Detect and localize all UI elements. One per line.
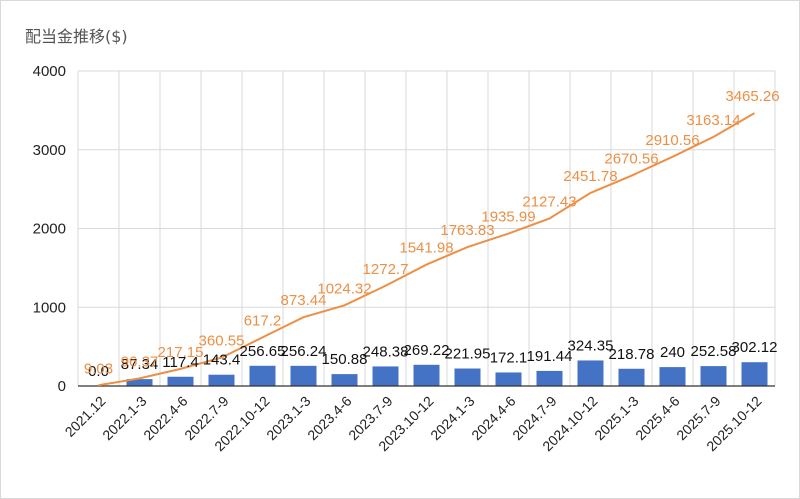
bar-4 bbox=[249, 365, 276, 386]
bar-6 bbox=[331, 374, 358, 386]
line-point-label-0: 9.03 bbox=[84, 360, 113, 377]
y-tick-label-2: 2000 bbox=[33, 221, 66, 238]
bar-5 bbox=[290, 365, 317, 386]
bar-value-label-5: 256.24 bbox=[281, 343, 327, 360]
bar-1 bbox=[126, 379, 153, 386]
bar-value-label-7: 248.38 bbox=[363, 343, 409, 360]
y-tick-label-4: 4000 bbox=[33, 63, 66, 80]
y-tick-label-0: 0 bbox=[58, 378, 66, 395]
bar-value-label-1: 87.34 bbox=[121, 356, 159, 373]
bar-9 bbox=[454, 368, 481, 386]
bar-value-label-4: 256.65 bbox=[240, 343, 286, 360]
bar-value-label-8: 269.22 bbox=[404, 342, 450, 359]
bar-3 bbox=[208, 374, 235, 386]
bar-value-label-13: 218.78 bbox=[609, 346, 655, 363]
bar-value-label-3: 143.4 bbox=[203, 352, 241, 369]
bar-10 bbox=[495, 372, 522, 386]
line-point-label-3: 360.55 bbox=[199, 333, 245, 350]
bar-8 bbox=[413, 364, 440, 386]
bar-11 bbox=[536, 370, 563, 386]
bar-value-label-0: 0.0 bbox=[88, 363, 109, 380]
bar-2 bbox=[167, 376, 194, 386]
x-tick-label-13: 2025.1-3 bbox=[591, 393, 642, 444]
line-point-label-4: 617.2 bbox=[244, 312, 282, 329]
bar-7 bbox=[372, 366, 399, 386]
y-tick-label-3: 3000 bbox=[33, 142, 66, 159]
x-tick-label-2: 2022.4-6 bbox=[140, 393, 191, 444]
bar-value-label-10: 172.1 bbox=[490, 349, 528, 366]
bar-value-label-2: 117.4 bbox=[162, 354, 198, 371]
bar-14 bbox=[659, 367, 686, 386]
bar-value-label-11: 191.44 bbox=[527, 348, 573, 365]
x-tick-label-9: 2024.1-3 bbox=[427, 393, 478, 444]
x-tick-label-10: 2024.4-6 bbox=[468, 393, 519, 444]
line-point-label-7: 1272.7 bbox=[363, 261, 409, 278]
line-point-label-15: 3163.14 bbox=[686, 112, 740, 129]
line-point-label-11: 2127.43 bbox=[522, 193, 576, 210]
bar-12 bbox=[577, 360, 604, 386]
cumulative-line bbox=[98, 112, 756, 387]
bar-16 bbox=[741, 362, 768, 386]
line-point-label-1: 96.37 bbox=[121, 353, 159, 370]
line-point-label-6: 1024.32 bbox=[317, 280, 371, 297]
y-tick-label-1: 1000 bbox=[33, 299, 66, 316]
bar-13 bbox=[618, 368, 645, 386]
line-point-label-16: 3465.26 bbox=[725, 88, 779, 105]
x-tick-label-5: 2023.1-3 bbox=[263, 393, 314, 444]
bar-15 bbox=[700, 366, 727, 386]
line-point-label-8: 1541.98 bbox=[399, 240, 453, 257]
line-point-label-9: 1763.83 bbox=[440, 222, 494, 239]
x-tick-label-6: 2023.4-6 bbox=[304, 393, 355, 444]
bar-value-label-9: 221.95 bbox=[445, 346, 491, 363]
x-tick-label-14: 2025.4-6 bbox=[632, 393, 683, 444]
line-point-label-5: 873.44 bbox=[281, 292, 327, 309]
x-tick-label-1: 2022.1-3 bbox=[99, 393, 150, 444]
bar-value-label-15: 252.58 bbox=[691, 343, 737, 360]
bar-value-label-12: 324.35 bbox=[568, 337, 614, 354]
line-point-label-12: 2451.78 bbox=[563, 168, 617, 185]
bar-value-label-16: 302.12 bbox=[732, 339, 778, 356]
line-point-label-2: 217.15 bbox=[158, 344, 204, 361]
bar-value-label-14: 240 bbox=[660, 344, 685, 361]
line-point-label-10: 1935.99 bbox=[481, 209, 535, 226]
line-point-label-14: 2910.56 bbox=[645, 132, 699, 149]
line-point-label-13: 2670.56 bbox=[604, 151, 658, 168]
bar-value-label-6: 150.88 bbox=[322, 351, 368, 368]
chart-title: 配当金推移($) bbox=[25, 27, 128, 46]
